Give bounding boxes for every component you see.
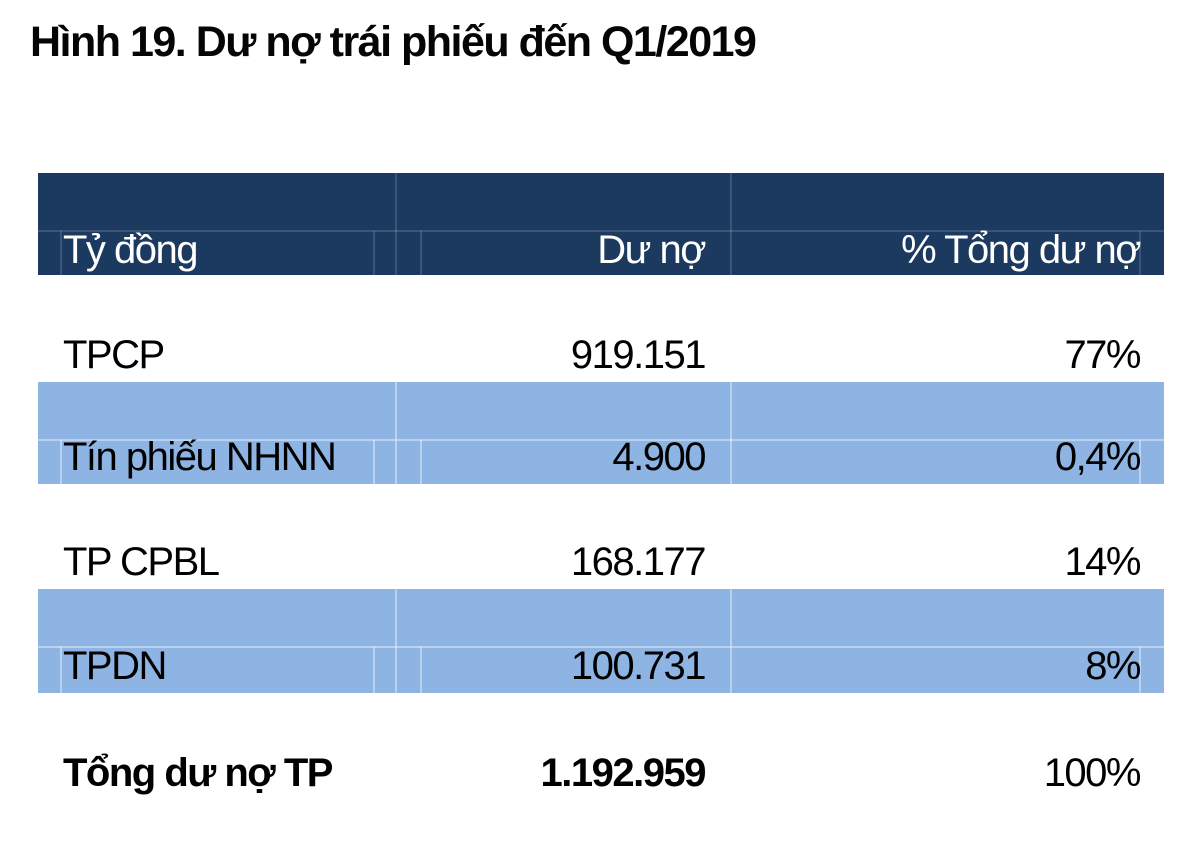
gridline xyxy=(1139,440,1141,484)
gridline xyxy=(395,173,397,275)
gridline xyxy=(395,382,397,484)
total-percent: 100% xyxy=(1043,751,1142,795)
row-value: 100.731 xyxy=(570,644,707,688)
row-label: TPDN xyxy=(63,644,167,688)
row-label: TP CPBL xyxy=(63,540,220,584)
gridline xyxy=(373,647,375,693)
gridline xyxy=(60,231,62,275)
table-total-row: Tổng dư nợ TP 1.192.959 100% xyxy=(38,693,1164,800)
total-value: 1.192.959 xyxy=(540,751,707,795)
row-percent: 0,4% xyxy=(1054,435,1142,479)
row-value: 4.900 xyxy=(612,435,706,479)
gridline xyxy=(420,647,422,693)
header-unit-label: Tỷ đồng xyxy=(63,228,199,272)
gridline xyxy=(60,647,62,693)
gridline xyxy=(373,231,375,275)
total-label: Tổng dư nợ TP xyxy=(63,751,333,795)
gridline xyxy=(730,173,732,275)
gridline xyxy=(373,440,375,484)
gridline xyxy=(395,589,397,693)
row-percent: 8% xyxy=(1085,644,1141,688)
row-percent: 77% xyxy=(1064,333,1141,377)
bond-table: Tỷ đồng Dư nợ % Tổng dư nợ TPCP 919.151 … xyxy=(38,173,1164,800)
gridline xyxy=(420,440,422,484)
gridline xyxy=(420,231,422,275)
figure-title: Hình 19. Dư nợ trái phiếu đến Q1/2019 xyxy=(30,18,757,66)
row-label: Tín phiếu NHNN xyxy=(63,435,337,479)
gridline xyxy=(1139,647,1141,693)
header-pct-label: % Tổng dư nợ xyxy=(901,228,1141,272)
gridline xyxy=(730,589,732,693)
row-percent: 14% xyxy=(1064,540,1141,584)
table-row: Tín phiếu NHNN 4.900 0,4% xyxy=(38,382,1164,484)
gridline xyxy=(60,440,62,484)
row-value: 919.151 xyxy=(570,333,707,377)
row-label: TPCP xyxy=(63,333,165,377)
gridline xyxy=(730,382,732,484)
gridline xyxy=(1139,231,1141,275)
header-value-label: Dư nợ xyxy=(597,228,706,272)
table-header-row: Tỷ đồng Dư nợ % Tổng dư nợ xyxy=(38,173,1164,275)
table-row: TPCP 919.151 77% xyxy=(38,275,1164,382)
table-row: TP CPBL 168.177 14% xyxy=(38,484,1164,589)
row-value: 168.177 xyxy=(570,540,707,584)
table-row: TPDN 100.731 8% xyxy=(38,589,1164,693)
